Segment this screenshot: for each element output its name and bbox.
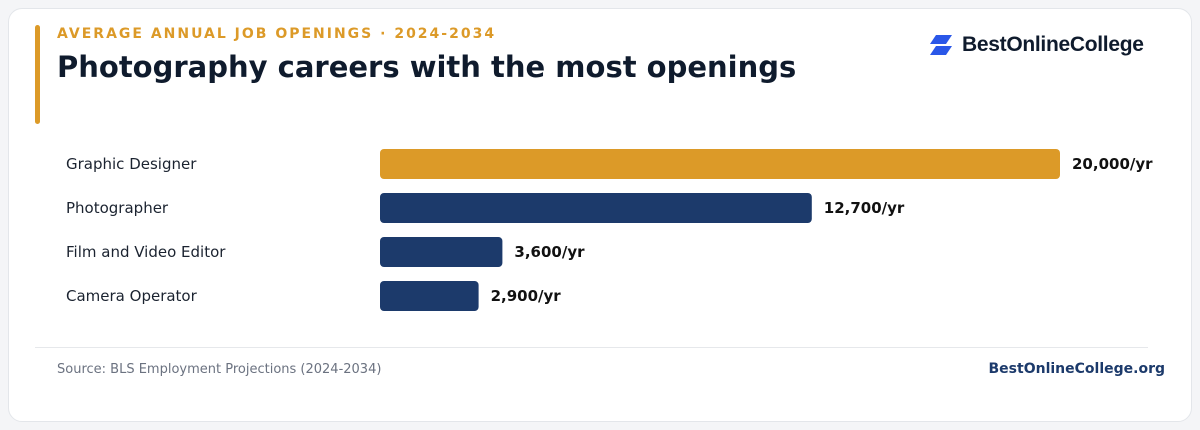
brand-name: BestOnlineCollege [962,33,1144,56]
value-label: 12,700/yr [824,199,905,217]
source-note: Source: BLS Employment Projections (2024… [57,362,382,377]
value-label: 2,900/yr [491,287,562,305]
bar [380,149,1060,179]
bar [380,237,503,267]
brand-logo[interactable]: BestOnlineCollege [928,32,1144,58]
bar [380,193,812,223]
category-label: Graphic Designer [66,155,197,173]
chart-title: Photography careers with the most openin… [57,50,797,84]
value-label: 3,600/yr [514,243,585,261]
footer-divider [35,347,1148,348]
category-label: Film and Video Editor [66,243,226,261]
category-label: Camera Operator [66,287,198,305]
category-label: Photographer [66,199,169,217]
bar [380,281,479,311]
site-link[interactable]: BestOnlineCollege.org [988,361,1165,377]
value-label: 20,000/yr [1072,155,1153,173]
chart-eyebrow: AVERAGE ANNUAL JOB OPENINGS · 2024-2034 [57,26,497,42]
accent-bar [35,25,40,124]
brand-slash-icon [928,34,954,56]
